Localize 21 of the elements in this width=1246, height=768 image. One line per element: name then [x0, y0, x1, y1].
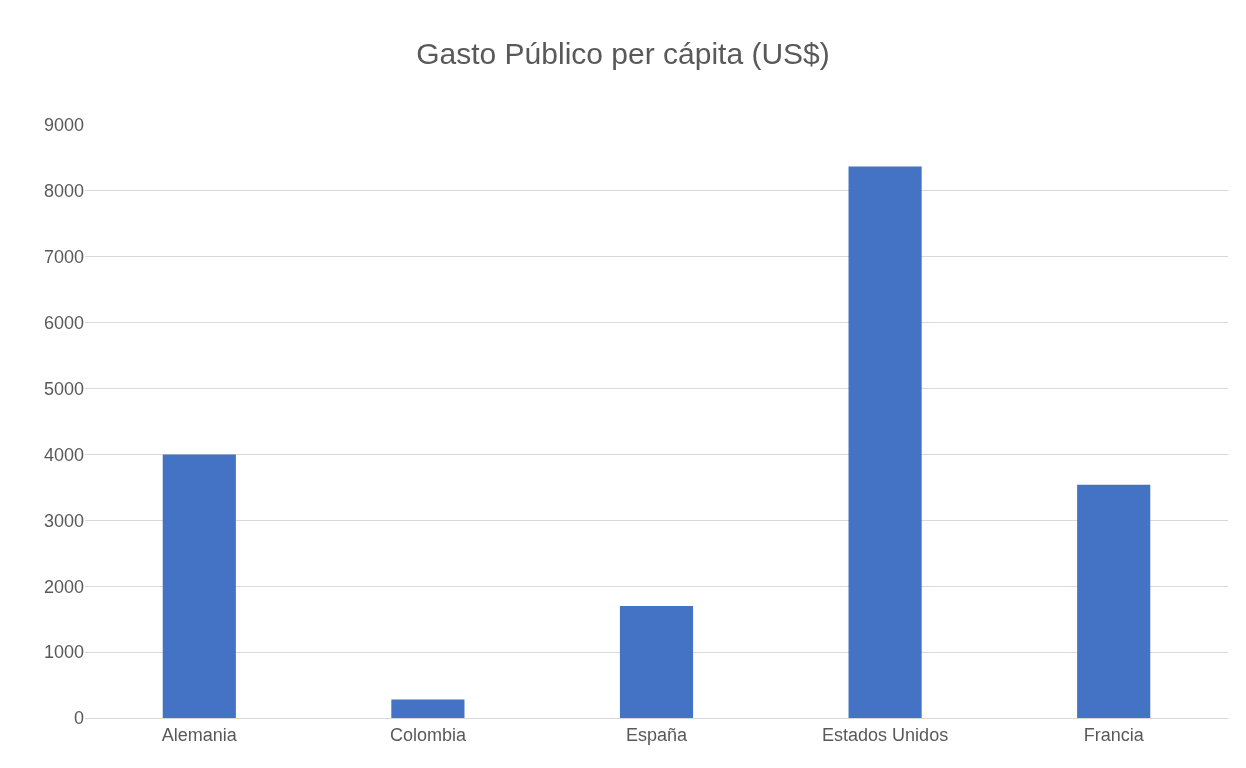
- y-tick-label: 0: [73, 708, 84, 729]
- x-tick-label: Alemania: [161, 724, 238, 745]
- y-tick-label: 5000: [43, 378, 84, 399]
- bar: [1077, 484, 1151, 718]
- bar: [848, 166, 922, 718]
- x-tick-label: Estados Unidos: [822, 724, 949, 745]
- y-tick-label: 9000: [43, 115, 84, 136]
- y-tick-label: 4000: [43, 444, 84, 465]
- y-tick-label: 2000: [43, 576, 84, 597]
- y-tick-label: 1000: [43, 642, 84, 663]
- y-tick-label: 8000: [43, 181, 84, 202]
- y-tick-label: 6000: [43, 312, 84, 333]
- x-tick-label: Colombia: [389, 724, 467, 745]
- bar: [162, 454, 236, 718]
- x-tick-label: Francia: [1083, 724, 1145, 745]
- y-tick-label: 7000: [43, 247, 84, 268]
- x-tick-label: España: [625, 724, 689, 745]
- y-tick-label: 3000: [43, 510, 84, 531]
- chart-title: Gasto Público per cápita (US$): [416, 37, 830, 71]
- bar: [619, 605, 694, 718]
- bar: [391, 699, 465, 718]
